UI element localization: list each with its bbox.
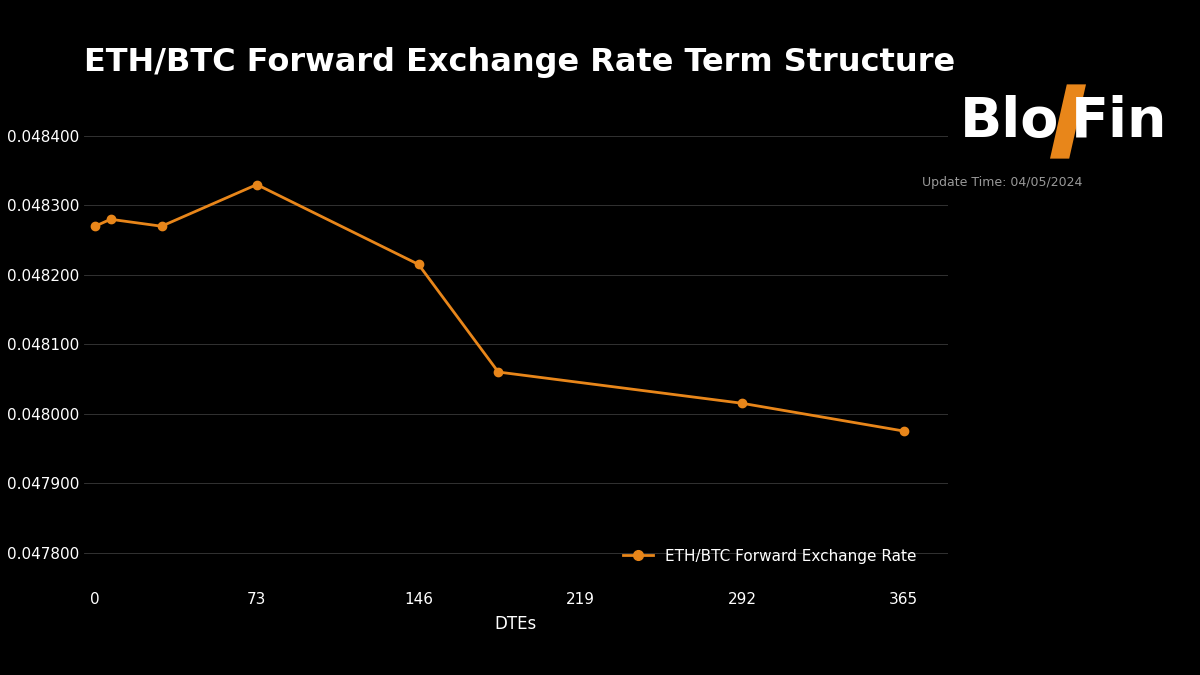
- Legend: ETH/BTC Forward Exchange Rate: ETH/BTC Forward Exchange Rate: [617, 543, 923, 570]
- Text: @BloFin_Academy: @BloFin_Academy: [1037, 608, 1163, 621]
- Text: @BloFin_Official: @BloFin_Official: [1037, 551, 1147, 564]
- Circle shape: [978, 551, 1019, 588]
- Text: ETH/BTC Forward Exchange Rate Term Structure: ETH/BTC Forward Exchange Rate Term Struc…: [84, 47, 955, 78]
- X-axis label: DTEs: DTEs: [494, 616, 538, 633]
- Text: Blo: Blo: [960, 95, 1060, 148]
- Polygon shape: [1050, 84, 1086, 159]
- Text: t: t: [995, 562, 1002, 577]
- Text: Update Time: 04/05/2024: Update Time: 04/05/2024: [922, 176, 1082, 189]
- Text: www.blofin.com: www.blofin.com: [1037, 490, 1146, 504]
- Text: Fin: Fin: [1070, 95, 1166, 148]
